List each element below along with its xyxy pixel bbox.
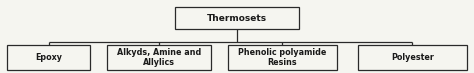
FancyBboxPatch shape bbox=[7, 45, 90, 70]
FancyBboxPatch shape bbox=[358, 45, 467, 70]
Text: Thermosets: Thermosets bbox=[207, 14, 267, 23]
FancyBboxPatch shape bbox=[175, 7, 299, 29]
Text: Polyester: Polyester bbox=[391, 53, 434, 62]
Text: Epoxy: Epoxy bbox=[35, 53, 62, 62]
FancyBboxPatch shape bbox=[228, 45, 337, 70]
Text: Alkyds, Amine and
Allylics: Alkyds, Amine and Allylics bbox=[117, 48, 201, 67]
Text: Phenolic polyamide
Resins: Phenolic polyamide Resins bbox=[238, 48, 326, 67]
FancyBboxPatch shape bbox=[107, 45, 211, 70]
